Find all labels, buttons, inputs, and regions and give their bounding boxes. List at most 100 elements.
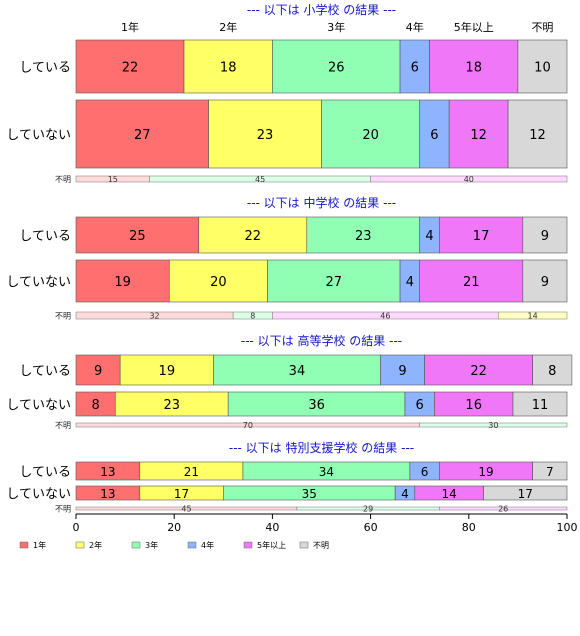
bar-segment — [512, 391, 568, 417]
row-label: している — [19, 229, 71, 244]
bar-segment-label: 34 — [319, 465, 334, 479]
unknown-row-label: 不明 — [55, 312, 71, 321]
unknown-bar-segment — [498, 311, 568, 320]
unknown-bar-segment — [370, 175, 568, 183]
bar-segment-label: 14 — [442, 487, 457, 501]
x-axis-tick-label: 40 — [265, 521, 279, 534]
bar-segment — [419, 259, 524, 303]
bar-segment-label: 9 — [541, 275, 549, 290]
legend-label: 3年 — [145, 540, 158, 550]
bar-segment-label: 6 — [430, 128, 438, 143]
bar-segment-label: 8 — [548, 364, 556, 379]
bar-segment-label: 20 — [362, 128, 379, 143]
bar-segment-label: 18 — [465, 61, 482, 76]
bar-segment-label: 12 — [470, 128, 487, 143]
bar-segment — [306, 216, 420, 254]
x-axis-tick-label: 0 — [73, 521, 80, 534]
bar-segment — [75, 99, 209, 169]
bar-segment-label: 4 — [425, 229, 433, 244]
unknown-bar-segment-label: 26 — [498, 505, 508, 514]
unknown-bar-segment-label: 15 — [108, 175, 118, 184]
bar-segment — [380, 354, 425, 386]
bar-segment-label: 6 — [411, 61, 419, 76]
legend-label: 5年以上 — [257, 540, 286, 550]
unknown-bar-segment — [439, 506, 568, 511]
legend-label: 不明 — [313, 541, 329, 550]
row-label: していない — [6, 275, 71, 290]
x-axis-tick-label: 20 — [167, 521, 181, 534]
bar-segment-label: 8 — [91, 398, 99, 413]
bar-segment — [399, 39, 430, 94]
unknown-bar-segment — [419, 422, 568, 428]
bar-segment-label: 25 — [129, 229, 146, 244]
bar-segment — [208, 99, 322, 169]
bar-segment — [272, 39, 401, 94]
bar-segment — [114, 391, 229, 417]
bar-segment — [483, 485, 568, 501]
bar-segment-label: 9 — [398, 364, 406, 379]
bar-segment-label: 22 — [470, 364, 487, 379]
bar-segment — [517, 39, 568, 94]
bar-segment-label: 10 — [534, 61, 551, 76]
row-label: していない — [6, 128, 71, 143]
bar-segment-label: 17 — [174, 487, 189, 501]
unknown-bar-segment-label: 40 — [464, 175, 474, 184]
legend-swatch — [19, 541, 29, 549]
unknown-bar-segment-label: 70 — [243, 421, 253, 430]
bar-segment-label: 20 — [210, 275, 227, 290]
panel-title: --- 以下は 高等学校 の結果 --- — [241, 333, 402, 348]
bar-segment — [532, 354, 573, 386]
bar-segment — [75, 39, 185, 94]
bar-segment — [532, 461, 568, 481]
row-label: していない — [6, 398, 71, 413]
unknown-bar-segment-label: 32 — [149, 312, 159, 321]
legend-swatch — [187, 541, 197, 549]
bar-segment-label: 21 — [184, 465, 199, 479]
bar-segment-label: 9 — [94, 364, 102, 379]
bar-segment-label: 16 — [465, 398, 482, 413]
bar-segment — [75, 216, 200, 254]
unknown-row-label: 不明 — [55, 175, 71, 184]
unknown-row-label: 不明 — [55, 421, 71, 430]
bar-segment-label: 23 — [163, 398, 180, 413]
bar-segment — [267, 259, 401, 303]
bar-segment-label: 35 — [302, 487, 317, 501]
bar-segment-label: 13 — [100, 487, 115, 501]
unknown-bar-segment-label: 45 — [181, 505, 191, 514]
bar-segment-label: 21 — [463, 275, 480, 290]
panel-title: --- 以下は 中学校 の結果 --- — [247, 195, 396, 210]
legend-label: 2年 — [89, 540, 102, 550]
legend-label: 1年 — [33, 540, 46, 550]
unknown-row-label: 不明 — [55, 505, 71, 514]
bar-segment-label: 19 — [478, 465, 493, 479]
legend-swatch — [299, 541, 309, 549]
bar-segment — [507, 99, 568, 169]
bar-segment-label: 27 — [326, 275, 343, 290]
bar-segment-label: 22 — [122, 61, 139, 76]
row-label: している — [19, 364, 71, 379]
category-header-label: 2年 — [219, 20, 237, 34]
category-header-label: 4年 — [406, 20, 424, 34]
category-header-label: 3年 — [327, 20, 345, 34]
bar-segment-label: 4 — [406, 275, 414, 290]
category-header-label: 5年以上 — [454, 20, 494, 34]
unknown-bar-segment-label: 8 — [250, 312, 255, 321]
legend-swatch — [75, 541, 85, 549]
row-label: している — [19, 465, 71, 480]
x-axis-tick-label: 60 — [364, 521, 378, 534]
bar-segment-label: 6 — [421, 465, 429, 479]
bar-segment-label: 7 — [546, 465, 554, 479]
bar-segment — [439, 216, 524, 254]
bar-segment — [168, 259, 268, 303]
bar-segment — [522, 259, 568, 303]
bar-segment-label: 17 — [518, 487, 533, 501]
legend-swatch — [243, 541, 253, 549]
bar-segment — [419, 99, 450, 169]
bar-segment-label: 18 — [220, 61, 237, 76]
panel-title: --- 以下は 小学校 の結果 --- — [247, 2, 396, 17]
row-label: している — [19, 61, 71, 76]
category-header-label: 1年 — [121, 20, 139, 34]
unknown-bar-segment-label: 30 — [488, 421, 498, 430]
